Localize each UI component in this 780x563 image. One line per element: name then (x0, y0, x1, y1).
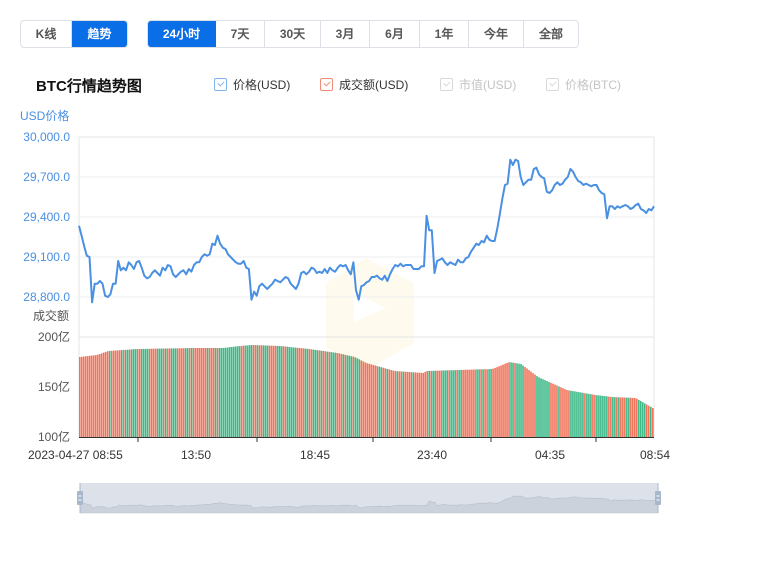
legend-item-volume-usd[interactable]: 成交额(USD) (320, 76, 408, 93)
legend-item-price-usd[interactable]: 价格(USD) (214, 76, 290, 93)
price-grid (79, 176, 654, 298)
mode-button-trend[interactable]: 趋势 (72, 21, 127, 47)
price-axis-title: USD价格 (20, 109, 70, 123)
volume-bars (79, 345, 654, 437)
range-button-ytd[interactable]: 今年 (469, 21, 524, 47)
watermark-logo-icon (326, 258, 414, 370)
legend-label: 价格(BTC) (565, 78, 621, 92)
volume-y-axis: 200亿 150亿 100亿 (38, 329, 70, 444)
range-navigator[interactable] (77, 483, 661, 514)
range-button-1y[interactable]: 1年 (420, 21, 469, 47)
volume-tick-label: 150亿 (38, 379, 70, 394)
x-tick-label: 23:40 (417, 448, 447, 462)
price-tick-label: 30,000.0 (23, 130, 70, 144)
navigator-handle-left[interactable] (77, 483, 83, 513)
volume-tick-label: 100亿 (38, 429, 70, 444)
range-button-30d[interactable]: 30天 (265, 21, 321, 47)
legend-label: 成交额(USD) (339, 78, 409, 92)
range-button-6m[interactable]: 6月 (370, 21, 420, 47)
legend-item-price-btc[interactable]: 价格(BTC) (546, 76, 621, 93)
x-tick-label: 08:54 (640, 448, 670, 462)
x-axis-ticks (137, 437, 597, 442)
time-range-selector: 24小时 7天 30天 3月 6月 1年 今年 全部 (147, 20, 579, 48)
navigator-handle-right[interactable] (655, 483, 661, 513)
price-y-axis: 30,000.0 29,700.0 29,400.0 29,100.0 28,800.0 (23, 130, 70, 304)
checkbox-checked-icon[interactable] (320, 78, 333, 91)
volume-axis-title: 成交额 (33, 309, 70, 323)
price-tick-label: 29,700.0 (23, 170, 70, 184)
price-tick-label: 28,800.0 (23, 290, 70, 304)
x-axis-labels: 2023-04-27 08:55 13:50 18:45 23:40 04:35 08:5… (28, 448, 670, 462)
range-button-all[interactable]: 全部 (538, 27, 563, 41)
price-tick-label: 29,100.0 (23, 250, 70, 264)
legend-label: 价格(USD) (233, 78, 291, 92)
checkbox-disabled-icon[interactable] (440, 78, 453, 91)
price-line (78, 158, 655, 304)
x-tick-label: 13:50 (181, 448, 211, 462)
legend-item-market-cap-usd[interactable]: 市值(USD) (440, 76, 516, 93)
x-tick-label: 18:45 (300, 448, 330, 462)
price-tick-label: 29,400.0 (23, 210, 70, 224)
mode-button-kline[interactable]: K线 (21, 21, 72, 47)
legend-label: 市值(USD) (459, 78, 517, 92)
navigator-mini-chart (79, 495, 659, 514)
volume-tick-label: 200亿 (38, 329, 70, 344)
range-button-24h[interactable]: 24小时 (148, 21, 216, 47)
checkbox-checked-icon[interactable] (214, 78, 227, 91)
x-tick-label: 2023-04-27 08:55 (28, 448, 123, 462)
x-tick-label: 04:35 (535, 448, 565, 462)
range-button-3m[interactable]: 3月 (321, 21, 370, 47)
chart-title: BTC行情趋势图 (36, 78, 142, 95)
checkbox-disabled-icon[interactable] (546, 78, 559, 91)
chart-mode-toggle: K线 趋势 (20, 20, 128, 48)
range-button-7d[interactable]: 7天 (216, 21, 265, 47)
